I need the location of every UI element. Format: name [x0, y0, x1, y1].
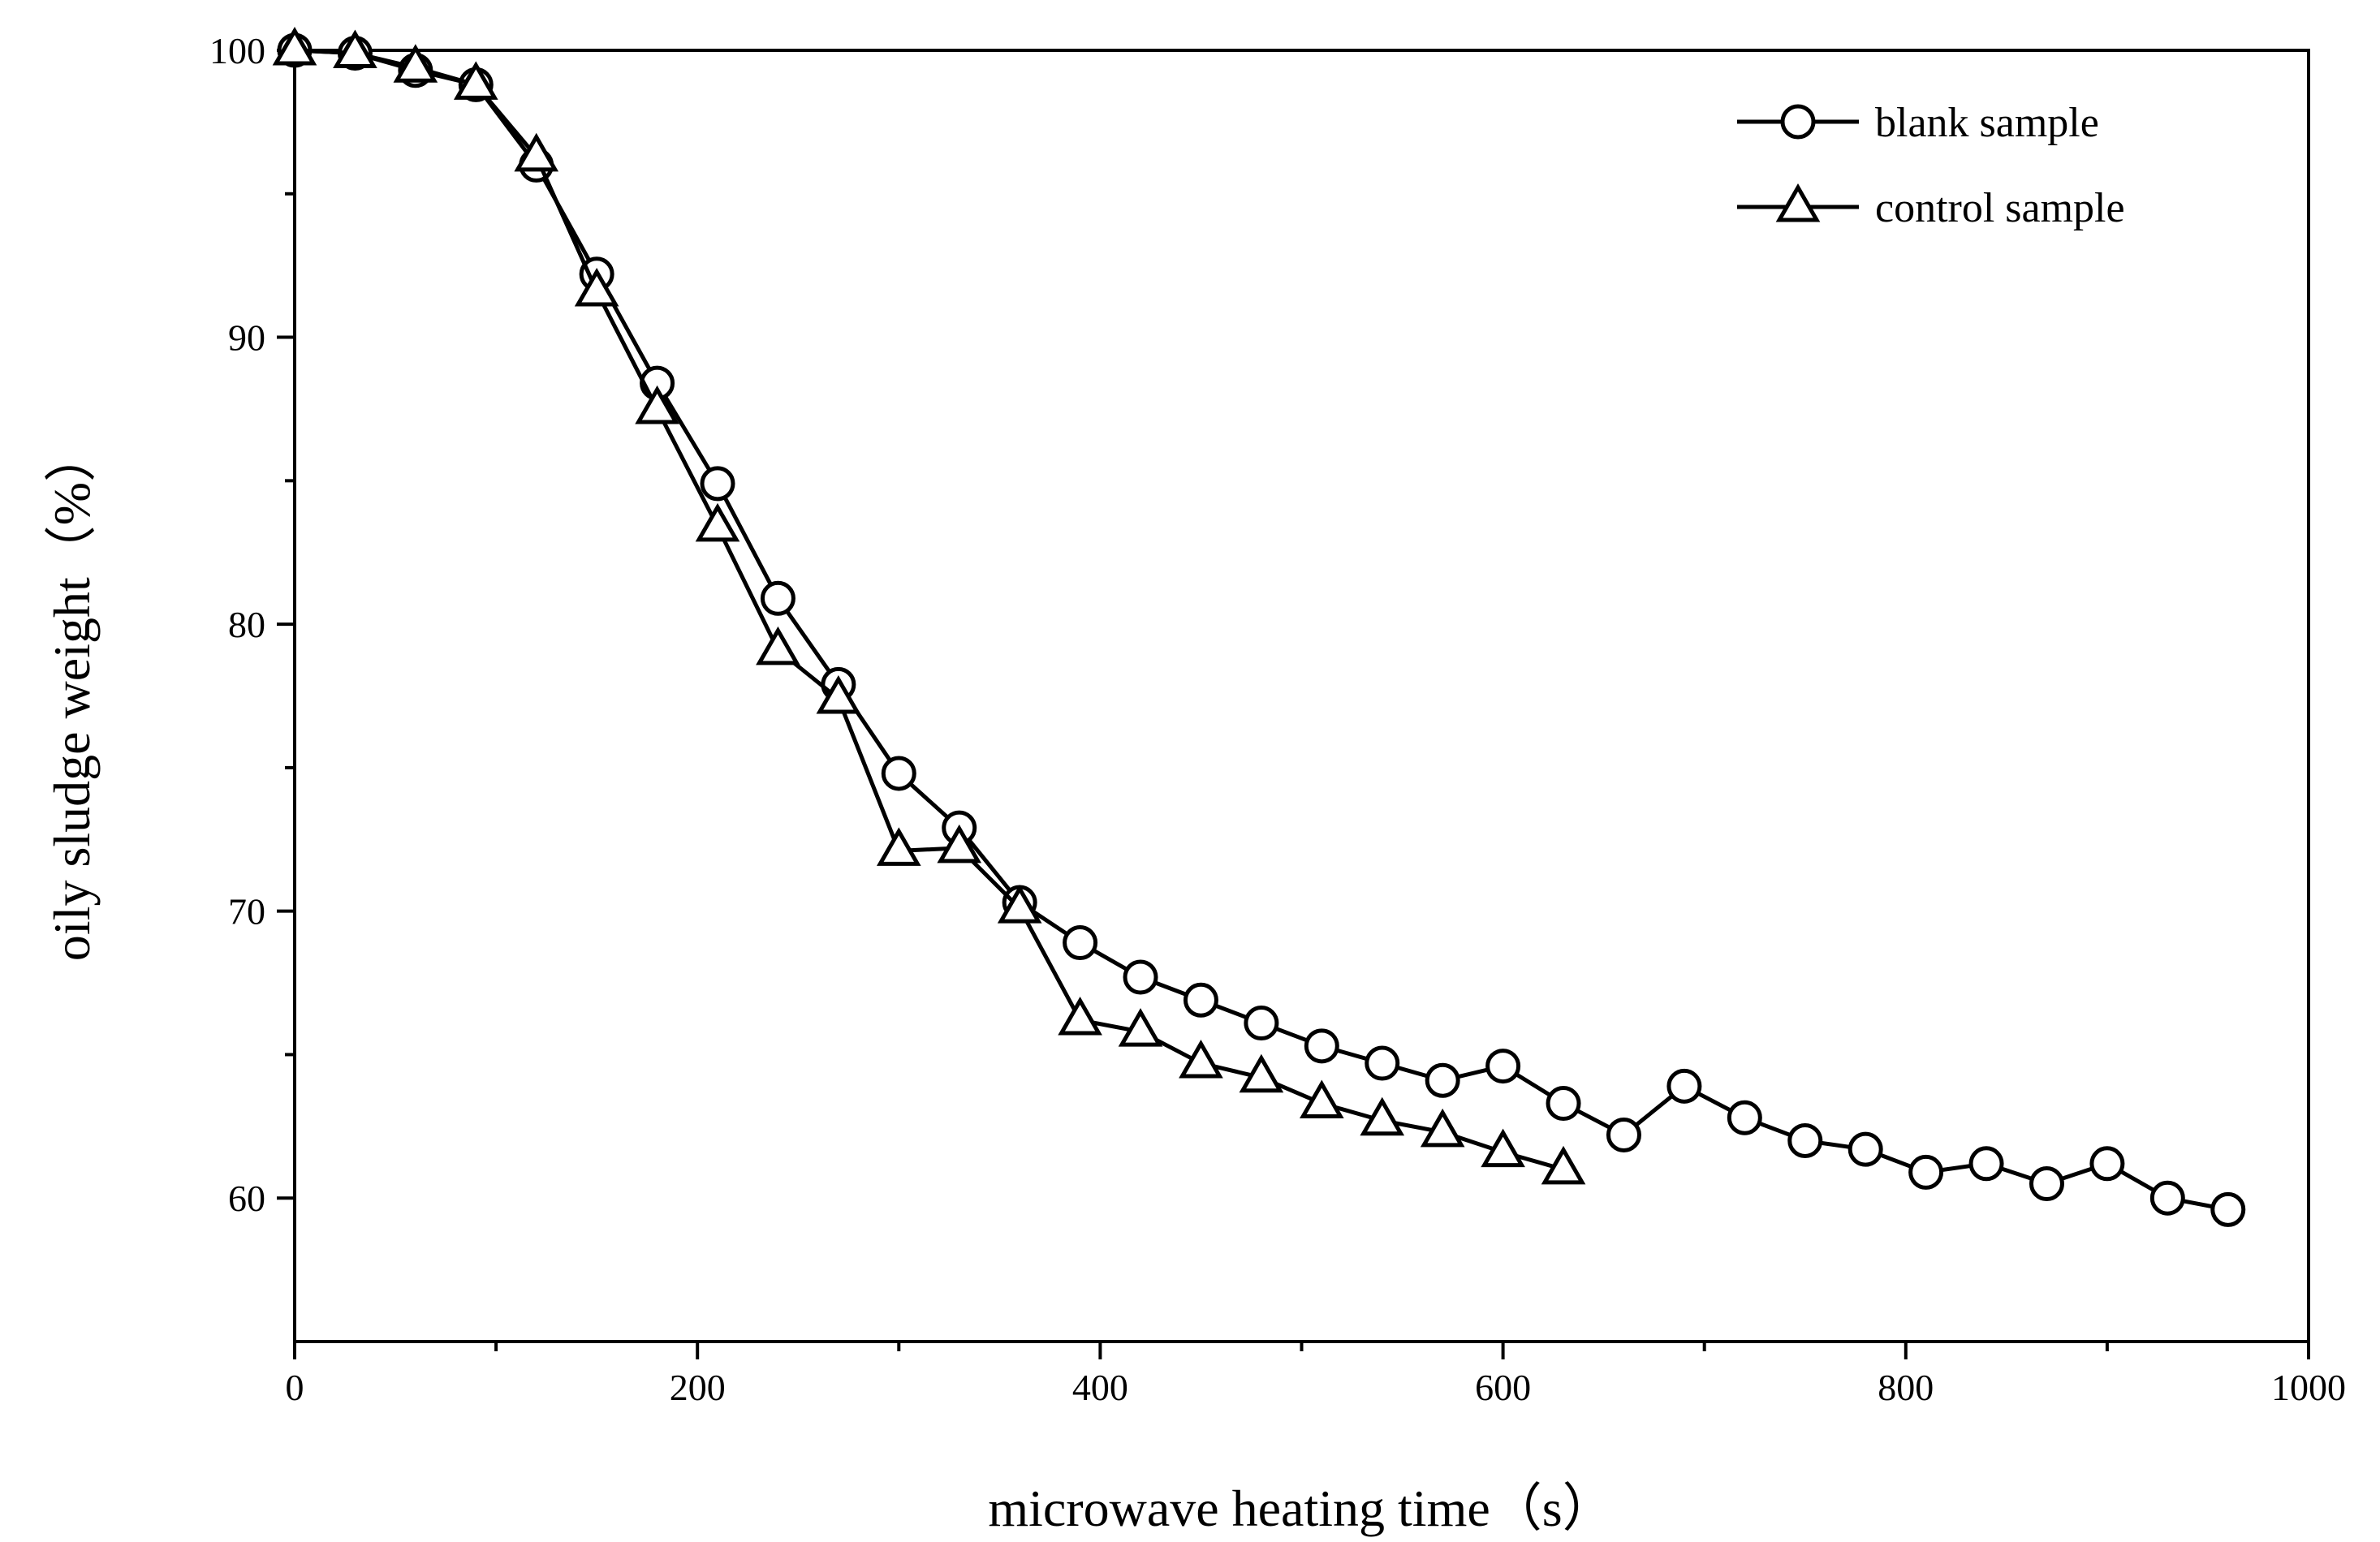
series-line-control-sample	[294, 48, 1564, 1172]
data-point-control-sample	[635, 385, 679, 424]
y-tick-label: 90	[228, 317, 265, 359]
data-point-blank-sample	[2210, 1191, 2246, 1227]
data-point-blank-sample	[881, 756, 916, 791]
data-point-blank-sample	[1244, 1006, 1279, 1041]
data-point-control-sample	[333, 29, 377, 69]
data-point-blank-sample	[1546, 1086, 1581, 1122]
x-tick-label: 800	[1878, 1367, 1934, 1408]
data-point-blank-sample	[2089, 1146, 2125, 1182]
data-point-blank-sample	[1908, 1154, 1944, 1190]
data-point-blank-sample	[1485, 1049, 1521, 1084]
x-tick-label: 200	[670, 1367, 726, 1408]
data-point-blank-sample	[1787, 1123, 1823, 1159]
data-point-blank-sample	[2029, 1166, 2064, 1202]
x-tick-label: 400	[1072, 1367, 1128, 1408]
data-point-control-sample	[997, 885, 1042, 924]
y-tick-label: 60	[228, 1178, 265, 1219]
data-point-control-sample	[453, 61, 498, 100]
data-point-control-sample	[1481, 1128, 1525, 1168]
data-point-control-sample	[393, 44, 438, 83]
x-axis-title: microwave heating time（s）	[988, 1480, 1614, 1537]
data-point-blank-sample	[1123, 959, 1158, 995]
data-point-control-sample	[1058, 997, 1102, 1036]
data-point-blank-sample	[1183, 982, 1218, 1018]
y-tick-label: 70	[228, 891, 265, 933]
data-point-blank-sample	[1425, 1062, 1460, 1098]
legend: blank sample control sample	[1737, 100, 2125, 231]
data-point-blank-sample	[1848, 1131, 1883, 1167]
data-point-control-sample	[514, 132, 559, 172]
series-layer	[272, 26, 2246, 1227]
data-point-control-sample	[1118, 1008, 1163, 1047]
data-point-blank-sample	[760, 580, 795, 616]
data-point-control-sample	[1541, 1145, 1586, 1185]
x-tick-label: 0	[286, 1367, 304, 1408]
plot-frame	[293, 49, 2310, 1343]
data-point-blank-sample	[1606, 1117, 1641, 1152]
data-point-blank-sample	[1365, 1045, 1400, 1081]
data-point-control-sample	[756, 626, 800, 665]
data-point-control-sample	[1360, 1096, 1405, 1136]
data-point-control-sample	[272, 26, 317, 66]
data-point-blank-sample	[1063, 925, 1098, 961]
data-point-blank-sample	[700, 466, 735, 502]
data-point-control-sample	[816, 675, 861, 714]
data-point-control-sample	[1420, 1108, 1465, 1148]
series-control-sample	[272, 26, 1586, 1185]
data-point-control-sample	[574, 267, 619, 307]
legend-item-control-sample: control sample	[1737, 183, 2125, 231]
data-point-control-sample	[1179, 1040, 1223, 1079]
x-tick-label: 1000	[2271, 1367, 2346, 1408]
legend-marker	[1780, 104, 1816, 140]
legend-label: blank sample	[1875, 100, 2099, 146]
data-point-control-sample	[695, 502, 740, 542]
data-point-blank-sample	[1968, 1146, 2004, 1182]
x-tick-label: 600	[1475, 1367, 1531, 1408]
data-point-blank-sample	[1666, 1068, 1702, 1104]
data-point-control-sample	[1299, 1079, 1344, 1119]
data-point-control-sample	[876, 827, 921, 866]
data-point-control-sample	[1239, 1053, 1284, 1093]
legend-marker	[1775, 183, 1821, 222]
y-tick-label: 100	[209, 30, 265, 71]
data-point-control-sample	[937, 824, 982, 864]
y-axis-title: oily sludge weight（%）	[43, 430, 101, 961]
legend-item-blank-sample: blank sample	[1737, 100, 2099, 146]
data-point-blank-sample	[1727, 1100, 1762, 1135]
data-point-blank-sample	[1304, 1028, 1339, 1064]
data-point-blank-sample	[2149, 1180, 2185, 1216]
legend-label: control sample	[1875, 185, 2125, 231]
y-tick-label: 80	[228, 604, 265, 645]
axis-ticks: 0 200 400 600 800 1000 60 70 80 90 100	[209, 30, 2346, 1408]
